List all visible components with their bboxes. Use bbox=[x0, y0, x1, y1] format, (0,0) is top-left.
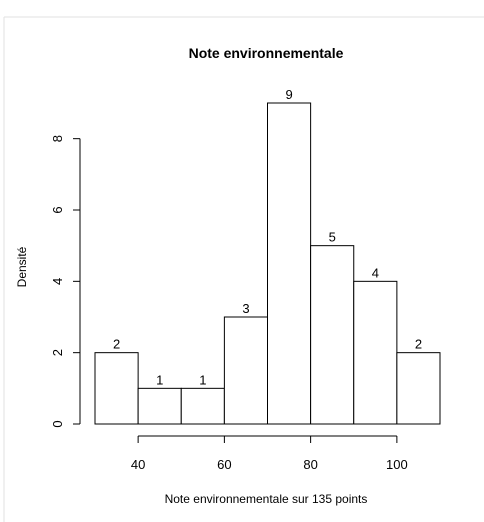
bar-value-label: 5 bbox=[329, 230, 336, 245]
histogram-bar bbox=[396, 352, 441, 425]
x-tick-label: 40 bbox=[131, 457, 145, 472]
y-axis-label: Densité bbox=[15, 246, 29, 287]
bar-value-label: 2 bbox=[113, 337, 120, 352]
x-tick-label: 100 bbox=[386, 457, 408, 472]
x-axis-label: Note environnementale sur 135 points bbox=[165, 492, 368, 506]
bar-value-label: 1 bbox=[199, 372, 206, 387]
y-tick-label: 8 bbox=[50, 135, 65, 142]
bar-value-label: 3 bbox=[242, 301, 249, 316]
histogram-bar bbox=[180, 387, 225, 425]
bar-value-label: 1 bbox=[156, 372, 163, 387]
histogram-bar bbox=[137, 387, 182, 425]
y-axis: 0 2 4 6 8 bbox=[50, 135, 81, 428]
y-tick-label: 4 bbox=[50, 278, 65, 285]
histogram-bar bbox=[267, 102, 312, 425]
bar-value-label: 4 bbox=[372, 265, 379, 280]
histogram-bar bbox=[94, 352, 139, 425]
histogram-bar bbox=[353, 280, 398, 425]
chart-title: Note environnementale bbox=[189, 45, 344, 61]
y-tick-label: 6 bbox=[50, 206, 65, 213]
x-axis: 40 60 80 100 bbox=[131, 435, 408, 472]
histogram-bar bbox=[223, 316, 268, 425]
x-tick-label: 80 bbox=[303, 457, 317, 472]
histogram-bar bbox=[310, 245, 355, 425]
bar-value-label: 9 bbox=[285, 87, 292, 102]
y-tick-label: 2 bbox=[50, 349, 65, 356]
y-tick-label: 0 bbox=[50, 420, 65, 427]
bars-group bbox=[94, 102, 441, 425]
x-tick-label: 60 bbox=[217, 457, 231, 472]
bar-value-label: 2 bbox=[415, 337, 422, 352]
